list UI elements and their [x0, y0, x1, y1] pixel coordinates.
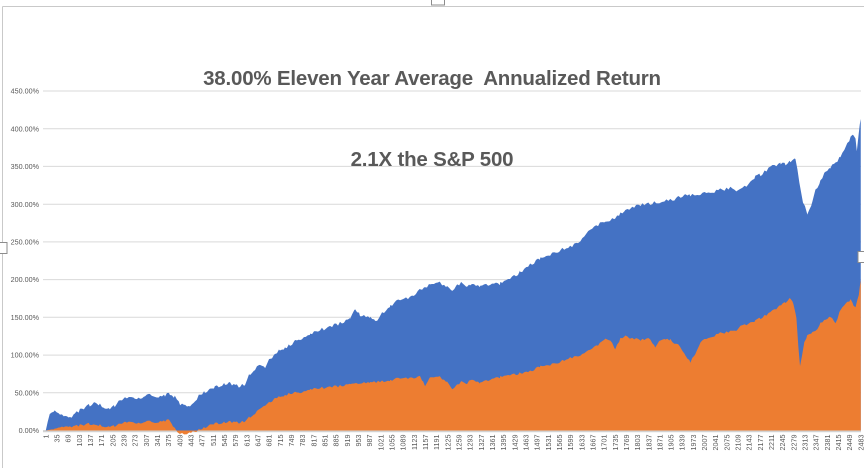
selection-handle-right[interactable] [857, 251, 864, 263]
x-axis-tick-label: 579 [231, 435, 240, 447]
x-axis-tick-label: 1395 [499, 435, 508, 451]
x-axis-tick-label: 1361 [488, 435, 497, 451]
x-axis-tick-label: 1871 [655, 435, 664, 451]
x-axis-tick-label: 1 [41, 435, 50, 439]
x-axis-tick-label: 2245 [778, 435, 787, 451]
x-axis-tick-label: 885 [332, 435, 341, 447]
x-axis-tick-label: 1055 [388, 435, 397, 451]
x-axis-tick-label: 545 [220, 435, 229, 447]
x-axis-tick-label: 1293 [466, 435, 475, 451]
x-axis-tick-label: 1123 [410, 435, 419, 450]
x-axis-tick-label: 2483 [856, 435, 864, 451]
x-axis-tick-label: 2279 [789, 435, 798, 451]
x-axis-tick-label: 1769 [622, 435, 631, 451]
x-axis-labels[interactable]: 1 35 69 103 137 171 205 239 273 307 341 375 409 443 47… [41, 435, 864, 451]
y-axis-tick-label: 200.00% [11, 275, 40, 284]
x-axis-tick-label: 1803 [633, 435, 642, 451]
x-axis-tick-label: 2075 [722, 435, 731, 451]
y-axis-tick-label: 150.00% [11, 313, 40, 322]
series-orange-area[interactable] [45, 280, 861, 435]
x-axis-tick-label: 409 [175, 435, 184, 447]
x-axis-tick-label: 817 [309, 435, 318, 447]
x-axis-tick-label: 443 [187, 435, 196, 447]
x-axis-tick-label: 2381 [823, 435, 832, 451]
x-axis-tick-label: 1837 [644, 435, 653, 451]
y-axis-tick-label: 300.00% [11, 200, 40, 209]
x-axis-tick-label: 1463 [521, 435, 530, 451]
x-axis-tick-label: 783 [298, 435, 307, 447]
chart-title-line2: 2.1X the S&P 500 [350, 148, 514, 171]
x-axis-tick-label: 1327 [477, 435, 486, 451]
x-axis-tick-label: 613 [242, 435, 251, 447]
selection-handle-top[interactable] [431, 0, 445, 6]
x-axis-tick-label: 1565 [555, 435, 564, 451]
x-axis-tick-label: 2109 [734, 435, 743, 451]
x-axis-tick-label: 511 [209, 435, 218, 446]
x-axis-tick-label: 1735 [611, 435, 620, 451]
chart-title[interactable]: 38.00% Eleven Year Average Annualized Re… [0, 11, 864, 227]
x-axis-tick-label: 2177 [756, 435, 765, 451]
x-axis-tick-label: 103 [75, 435, 84, 447]
selection-handle-left[interactable] [0, 242, 8, 254]
x-axis-tick-label: 647 [254, 435, 263, 447]
x-axis-tick-label: 1531 [544, 435, 553, 451]
x-axis-tick-label: 341 [153, 435, 162, 447]
x-axis-tick-label: 239 [120, 435, 129, 447]
x-axis-tick-label: 307 [142, 435, 151, 447]
chart-title-line1: 38.00% Eleven Year Average Annualized Re… [203, 67, 661, 90]
x-axis-tick-label: 1667 [588, 435, 597, 451]
x-axis-tick-label: 2143 [745, 435, 754, 451]
x-axis-tick-label: 137 [86, 435, 95, 447]
x-axis-tick-label: 2041 [711, 435, 720, 451]
y-axis-labels[interactable]: 0.00% 50.00% 100.00% 150.00% 200.00% 250.00% 3… [11, 87, 40, 436]
x-axis-tick-label: 1225 [443, 435, 452, 451]
x-axis-tick-label: 1497 [533, 435, 542, 451]
x-axis-tick-label: 35 [53, 435, 62, 443]
y-axis-tick-label: 350.00% [11, 162, 40, 171]
x-axis-tick-label: 2449 [845, 435, 854, 451]
x-axis-tick-label: 1905 [667, 435, 676, 451]
x-axis-tick-label: 681 [265, 435, 274, 447]
x-axis-tick-label: 1939 [678, 435, 687, 451]
x-axis-tick-label: 919 [343, 435, 352, 447]
x-axis-tick-label: 2007 [700, 435, 709, 451]
x-axis-tick-label: 1429 [510, 435, 519, 451]
x-axis-tick-label: 1021 [376, 435, 385, 451]
y-axis-tick-label: 50.00% [15, 388, 40, 397]
x-axis-tick-label: 987 [365, 435, 374, 447]
x-axis-tick-label: 1633 [577, 435, 586, 451]
x-axis-tick-label: 2415 [834, 435, 843, 451]
x-axis-tick-label: 477 [198, 435, 207, 447]
x-axis-tick-label: 953 [354, 435, 363, 447]
x-axis-tick-label: 1599 [566, 435, 575, 451]
x-axis-tick-label: 205 [108, 435, 117, 447]
x-axis-tick-label: 1089 [399, 435, 408, 451]
x-axis-tick-label: 69 [64, 435, 73, 443]
x-axis-tick-label: 375 [164, 435, 173, 447]
y-axis-tick-label: 450.00% [11, 87, 40, 96]
y-axis-tick-label: 0.00% [19, 426, 40, 435]
x-axis-tick-label: 273 [131, 435, 140, 447]
y-axis-tick-label: 400.00% [11, 124, 40, 133]
x-axis-tick-label: 715 [276, 435, 285, 447]
x-axis-tick-label: 1157 [421, 435, 430, 450]
x-axis-tick-label: 1701 [600, 435, 609, 451]
x-axis-tick-label: 2313 [801, 435, 810, 451]
x-axis-tick-label: 1259 [455, 435, 464, 451]
x-axis-tick-label: 2211 [767, 435, 776, 450]
x-axis-tick-label: 851 [321, 435, 330, 447]
x-axis-tick-label: 171 [97, 435, 106, 447]
x-axis-tick-label: 1973 [689, 435, 698, 451]
x-axis-tick-label: 2347 [812, 435, 821, 451]
y-axis-tick-label: 250.00% [11, 238, 40, 247]
y-axis-tick-label: 100.00% [11, 351, 40, 360]
x-axis-tick-label: 749 [287, 435, 296, 447]
x-axis-tick-label: 1191 [432, 435, 441, 450]
